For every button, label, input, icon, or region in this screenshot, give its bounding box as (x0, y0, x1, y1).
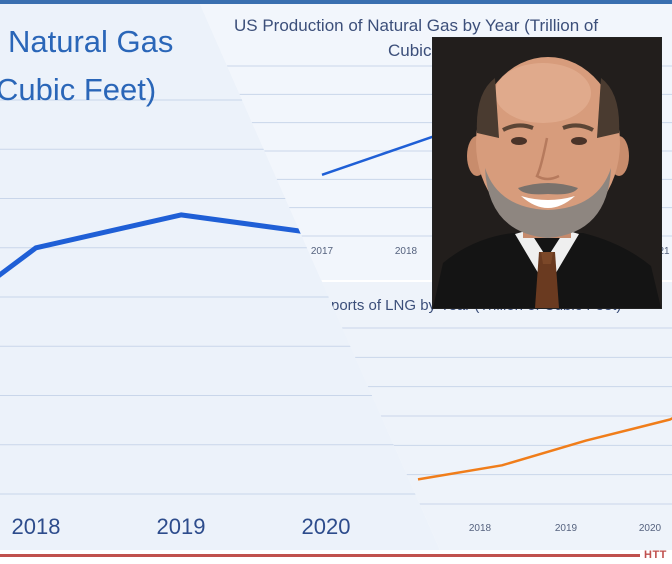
left-chart-svg: Natural Gas Cubic Feet) 2018 2019 2020 (0, 24, 440, 539)
portrait-photo (432, 37, 662, 309)
portrait-illustration (433, 38, 661, 308)
right-top-chart-title-line-1: US Production of Natural Gas by Year (Tr… (234, 16, 598, 35)
right-top-chart-title-line-2: Cubic (388, 41, 432, 60)
footer-accent-line (0, 554, 640, 557)
right-bottom-x-tick-2018: 2018 (469, 523, 492, 534)
right-bottom-x-tick-2019: 2019 (555, 523, 578, 534)
top-accent-bar (0, 0, 672, 4)
right-top-x-tick-2021: 21 (658, 246, 670, 257)
right-top-x-tick-2017: 2017 (311, 246, 334, 257)
left-chart-gridlines (0, 99, 440, 495)
left-chart-series-line (0, 212, 327, 359)
brand-logo: HTT (644, 549, 667, 561)
left-x-tick-2020: 2020 (302, 514, 351, 539)
left-chart-title-line-1: Natural Gas (8, 24, 173, 59)
left-chart-title-line-2: Cubic Feet) (0, 72, 156, 107)
right-bottom-x-tick-2020: 2020 (639, 523, 662, 534)
left-x-tick-2019: 2019 (157, 514, 206, 539)
left-x-tick-2018: 2018 (12, 514, 61, 539)
right-top-x-tick-2018: 2018 (395, 246, 418, 257)
right-bottom-chart-series-line (417, 376, 672, 481)
